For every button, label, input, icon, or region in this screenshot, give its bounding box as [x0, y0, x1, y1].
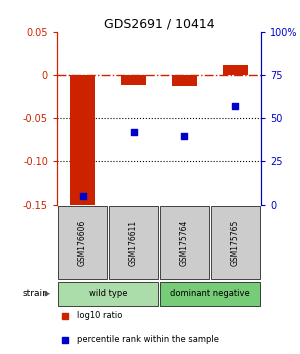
Bar: [211, 206, 260, 279]
Text: log10 ratio: log10 ratio: [77, 312, 123, 320]
Text: dominant negative: dominant negative: [170, 289, 250, 298]
Bar: [223, 65, 248, 75]
Bar: [160, 282, 260, 306]
Bar: [172, 75, 197, 86]
Text: GSM176606: GSM176606: [78, 219, 87, 266]
Point: [80, 193, 85, 199]
Title: GDS2691 / 10414: GDS2691 / 10414: [104, 18, 214, 31]
Text: GSM175764: GSM175764: [180, 219, 189, 266]
Text: strain: strain: [22, 289, 48, 298]
Bar: [70, 75, 95, 209]
Point: [182, 133, 187, 138]
Bar: [109, 206, 158, 279]
Point: [233, 103, 238, 109]
Bar: [58, 282, 158, 306]
Text: percentile rank within the sample: percentile rank within the sample: [77, 335, 219, 344]
Text: GSM176611: GSM176611: [129, 219, 138, 266]
Bar: [58, 206, 107, 279]
Point: [131, 129, 136, 135]
Bar: [121, 75, 146, 85]
Bar: [160, 206, 209, 279]
Text: GSM175765: GSM175765: [231, 219, 240, 266]
Text: wild type: wild type: [89, 289, 127, 298]
